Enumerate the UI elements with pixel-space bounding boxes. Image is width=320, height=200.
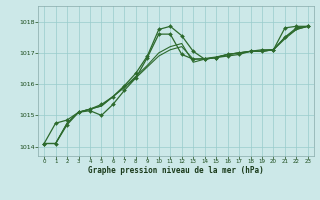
- X-axis label: Graphe pression niveau de la mer (hPa): Graphe pression niveau de la mer (hPa): [88, 166, 264, 175]
